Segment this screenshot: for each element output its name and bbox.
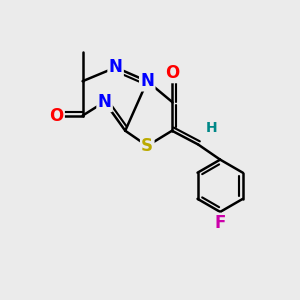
- Text: S: S: [141, 137, 153, 155]
- Text: N: N: [109, 58, 122, 76]
- Text: N: N: [140, 72, 154, 90]
- Text: N: N: [98, 93, 112, 111]
- Text: O: O: [165, 64, 179, 82]
- Text: H: H: [206, 121, 218, 135]
- Text: O: O: [49, 106, 64, 124]
- Text: F: F: [214, 214, 226, 232]
